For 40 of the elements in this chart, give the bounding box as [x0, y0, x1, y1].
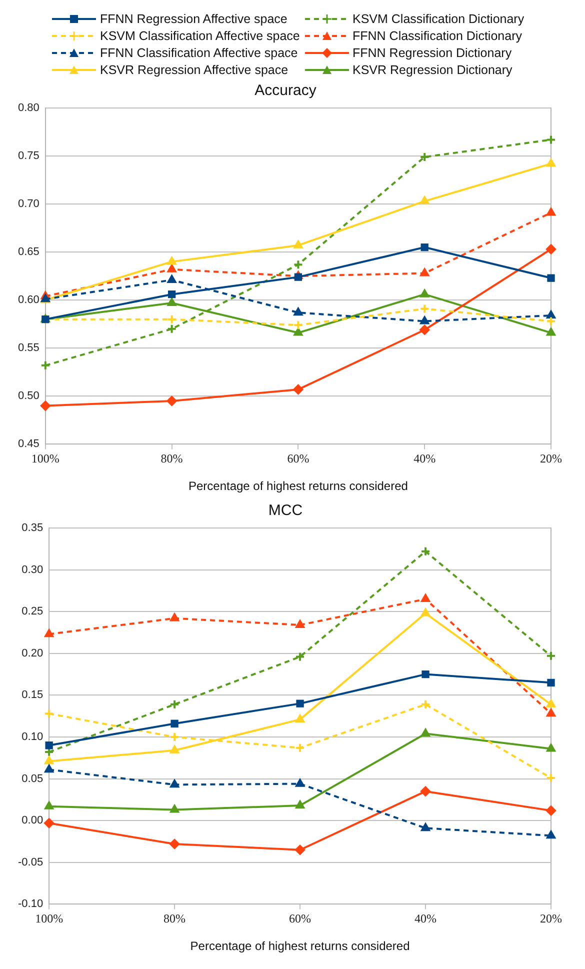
- y-tick-label: 0.20: [22, 647, 44, 660]
- y-tick-label: -0.05: [18, 856, 44, 868]
- y-tick-label: 0.75: [18, 150, 40, 162]
- x-tick-label: 100%: [31, 452, 60, 466]
- y-tick-label: 0.25: [22, 606, 44, 618]
- chart-title: Accuracy: [254, 82, 317, 100]
- y-tick-label: 0.55: [18, 342, 40, 354]
- y-tick-label: 0.60: [18, 294, 40, 306]
- y-tick-label: 0.45: [18, 438, 40, 450]
- y-tick-label: 0.50: [18, 390, 40, 402]
- y-tick-label: 0.35: [22, 522, 44, 534]
- y-tick-label: 0.15: [22, 689, 44, 702]
- legend-label: FFNN Regression Dictionary: [352, 46, 512, 60]
- x-axis-title: Percentage of highest returns considered: [190, 939, 410, 954]
- x-tick-label: 20%: [540, 452, 562, 466]
- x-tick-label: 80%: [164, 912, 186, 926]
- y-tick-label: 0.80: [18, 102, 40, 114]
- x-tick-label: 80%: [160, 452, 183, 466]
- legend-label: FFNN Regression Affective space: [100, 12, 288, 26]
- chart-title: MCC: [268, 502, 303, 520]
- x-tick-label: 60%: [289, 912, 312, 926]
- x-tick-label: 60%: [287, 452, 310, 466]
- legend-label: FFNN Classification Affective space: [100, 46, 298, 60]
- x-tick-label: 40%: [414, 912, 437, 926]
- x-tick-label: 100%: [35, 912, 64, 926]
- y-tick-label: 0.10: [22, 731, 44, 744]
- y-tick-label: 0.30: [22, 564, 44, 576]
- y-tick-label: 0.00: [22, 814, 44, 827]
- x-axis-title: Percentage of highest returns considered: [188, 479, 408, 494]
- y-tick-label: 0.65: [18, 246, 40, 258]
- x-tick-label: 20%: [540, 912, 562, 926]
- y-tick-label: 0.70: [18, 198, 40, 210]
- legend-label: KSVR Regression Affective space: [100, 62, 288, 76]
- legend-label: KSVM Classification Dictionary: [352, 12, 524, 26]
- y-tick-label: -0.10: [18, 898, 44, 910]
- y-tick-label: 0.05: [22, 772, 44, 785]
- x-tick-label: 40%: [414, 452, 436, 466]
- legend-label: KSVM Classification Affective space: [100, 28, 300, 42]
- legend-label: KSVR Regression Dictionary: [352, 62, 512, 76]
- legend-label: FFNN Classification Dictionary: [352, 28, 522, 42]
